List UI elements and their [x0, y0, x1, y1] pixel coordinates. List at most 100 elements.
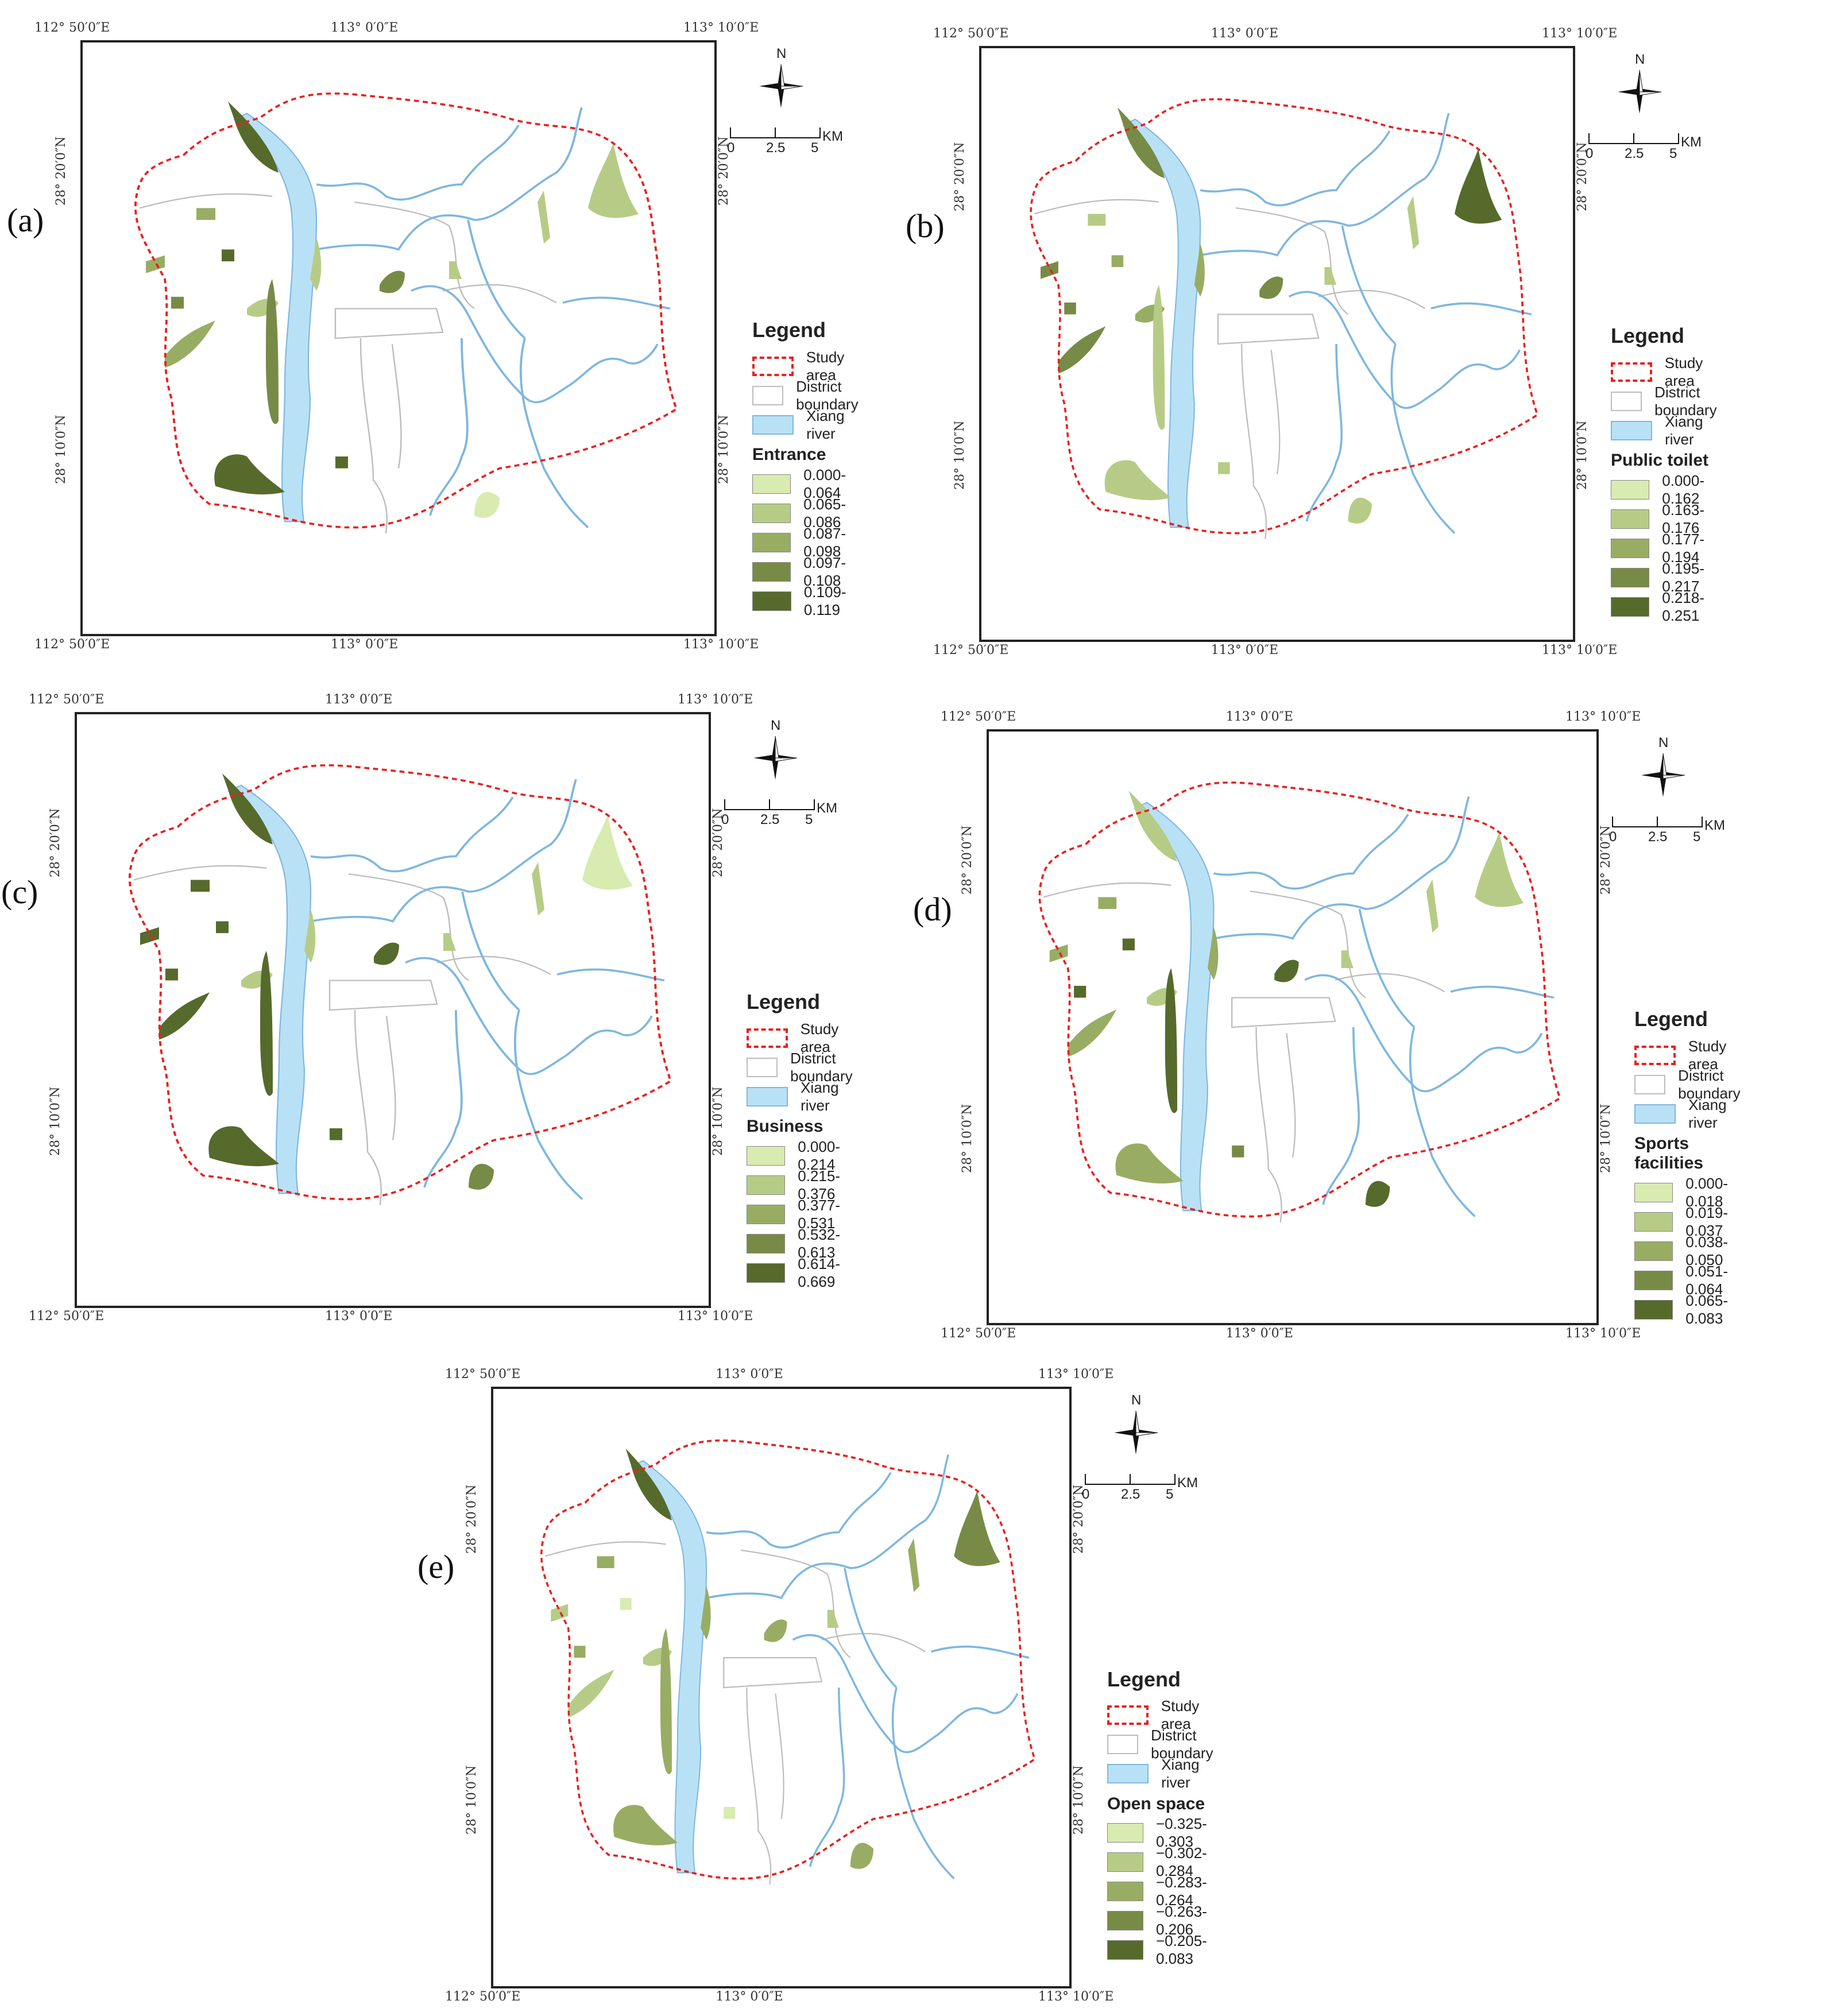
- legend-swatch: [747, 1204, 786, 1224]
- park-zone: [597, 1556, 614, 1568]
- scale-tick-label: 0: [727, 140, 735, 156]
- park-zone: [1064, 302, 1076, 315]
- tributary-line: [423, 1009, 463, 1188]
- legend-class-label: 0.065-0.086: [803, 495, 846, 531]
- tributary-line: [706, 1472, 892, 1549]
- legend-swatch: [752, 562, 791, 582]
- legend-class-label: 0.195-0.217: [1662, 559, 1704, 595]
- legend-swatch: [747, 1175, 786, 1195]
- legend-xiang-river: Xiang river: [1634, 1096, 1754, 1131]
- legend-title: Legend: [1107, 1667, 1181, 1691]
- graticule-label-right: 28° 10′0″N: [711, 1086, 725, 1156]
- legend-class-4: 0.051-0.064: [1634, 1263, 1754, 1298]
- north-label: N: [776, 46, 787, 61]
- legend-label: District boundary: [1654, 383, 1717, 419]
- district-boundary-line: [1231, 997, 1336, 1028]
- panel-label: (b): [906, 207, 945, 245]
- xiang-river: [227, 784, 312, 1194]
- scale-tick-label: 2.5: [1121, 1487, 1140, 1502]
- tributary-line: [1390, 343, 1456, 534]
- scale-tick-label: 5: [1166, 1487, 1174, 1502]
- district-boundary-line: [133, 865, 267, 881]
- legend-class-label: 0.087-0.098: [803, 524, 846, 560]
- legend-class-label: 0.000-0.018: [1685, 1174, 1728, 1210]
- legend-class-5: 0.109-0.119: [752, 583, 872, 618]
- park-zone: [260, 951, 273, 1096]
- legend-label: District boundary: [796, 377, 859, 413]
- park-zone: [266, 279, 279, 424]
- legend-swatch: [1611, 391, 1642, 411]
- tributary-line: [1305, 343, 1343, 522]
- park-zone: [1049, 944, 1068, 962]
- legend-study-area: Study area: [752, 349, 872, 384]
- tributary-line: [405, 957, 653, 1075]
- legend-swatch: [1634, 1074, 1666, 1094]
- map-frame: [987, 729, 1599, 1325]
- study-area-boundary: [134, 92, 678, 529]
- north-label: N: [1658, 735, 1669, 750]
- district-boundary-line: [1255, 1027, 1282, 1222]
- park-zone: [469, 1163, 494, 1190]
- graticule-label-right: 28° 10′0″N: [1575, 420, 1590, 490]
- park-zone: [222, 773, 273, 845]
- legend-swatch: [747, 1086, 788, 1106]
- legend-factor-title: Entrance: [752, 445, 826, 465]
- park-zone: [537, 190, 550, 244]
- park-zone: [146, 255, 165, 273]
- legend-title: Legend: [1611, 324, 1685, 348]
- scale-tick-label: 0: [1082, 1487, 1090, 1502]
- legend-swatch: [1107, 1764, 1149, 1784]
- graticule-label-top: 112° 50′0″E: [933, 26, 1009, 41]
- legend-swatch: [1634, 1182, 1673, 1202]
- legend-district-boundary: District boundary: [1634, 1067, 1754, 1102]
- tributary-line: [1341, 225, 1397, 345]
- scale-tick-label: 2.5: [760, 812, 780, 827]
- scale-unit: KM: [1704, 818, 1725, 833]
- graticule-label-bottom: 113° 10′0″E: [683, 637, 759, 652]
- map-frame: [979, 46, 1575, 642]
- legend-swatch: [1634, 1104, 1676, 1124]
- graticule-label-bottom: 113° 10′0″E: [678, 1309, 753, 1324]
- park-zone: [613, 1805, 678, 1845]
- park-zone: [304, 909, 316, 963]
- graticule-label-bottom: 112° 50′0″E: [445, 1990, 521, 2004]
- park-zone: [1068, 1009, 1117, 1057]
- graticule-label-top: 113° 10′0″E: [678, 692, 753, 707]
- district-boundary-line: [359, 338, 388, 533]
- tributary-line: [891, 1687, 955, 1880]
- park-zone: [1153, 285, 1165, 430]
- legend-swatch: [747, 1057, 778, 1077]
- panel-label: (a): [7, 202, 44, 239]
- district-boundary-line: [1241, 343, 1267, 539]
- legend-class-label: 0.177-0.194: [1662, 530, 1704, 566]
- graticule-label-top: 113° 10′0″E: [683, 21, 759, 35]
- park-zone: [574, 1646, 586, 1658]
- legend-factor-title: Public toilet: [1611, 451, 1709, 470]
- park-zone: [568, 1669, 614, 1717]
- park-zone: [171, 296, 184, 309]
- district-boundary-line: [1250, 890, 1366, 999]
- legend-class-label: 0.215-0.376: [798, 1167, 840, 1202]
- park-zone: [827, 1609, 839, 1628]
- graticule-label-bottom: 113° 0′0″E: [1225, 1326, 1293, 1341]
- district-boundary-line: [1270, 350, 1281, 474]
- park-zone: [1117, 107, 1165, 179]
- tributary-line: [1450, 985, 1555, 999]
- legend-class-label: 0.109-0.119: [803, 583, 846, 618]
- park-zone: [531, 862, 544, 916]
- legend-label: Study area: [1161, 1697, 1200, 1733]
- legend-class-3: 0.087-0.098: [752, 524, 872, 560]
- tributary-line: [562, 296, 671, 310]
- tributary-line: [310, 779, 577, 923]
- legend-class-label: −0.263-0.206: [1155, 1903, 1207, 1938]
- park-zone: [850, 1843, 873, 1869]
- legend-label: Study area: [1688, 1037, 1727, 1073]
- park-zone: [582, 815, 633, 890]
- tributary-line: [556, 968, 665, 982]
- park-zone: [1348, 497, 1372, 524]
- park-zone: [1341, 950, 1354, 968]
- park-zone: [208, 1126, 280, 1167]
- legend-xiang-river: Xiang river: [1107, 1756, 1227, 1791]
- graticule-label-top: 113° 0′0″E: [1211, 26, 1279, 41]
- legend-class-4: −0.263-0.206: [1107, 1903, 1227, 1938]
